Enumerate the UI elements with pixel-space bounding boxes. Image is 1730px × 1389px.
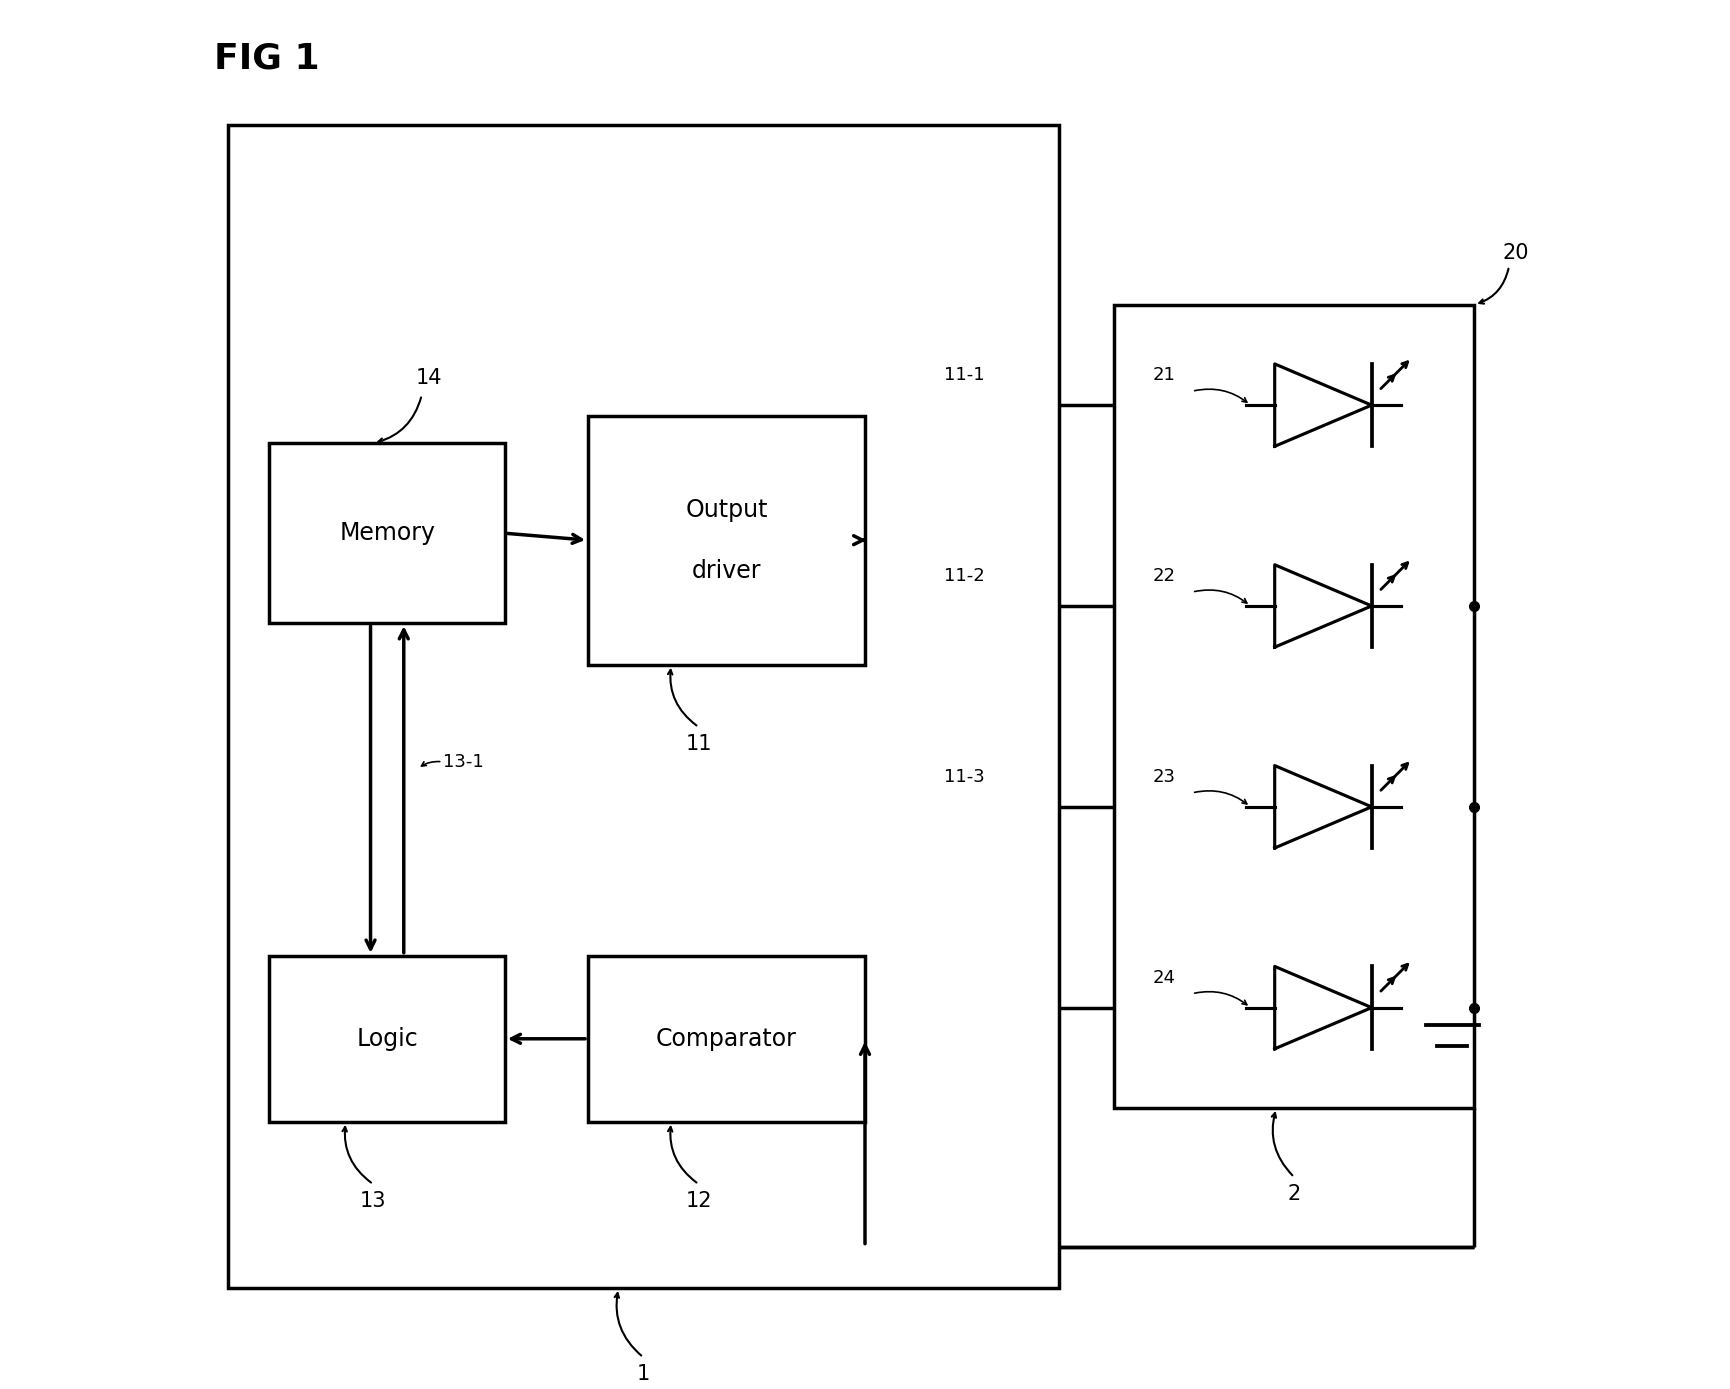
Text: 11: 11 [685,733,713,754]
Bar [588,956,865,1122]
Text: 20: 20 [1502,243,1529,263]
Text: 21: 21 [1154,367,1176,385]
Text: Memory: Memory [339,521,436,546]
Text: 13-1: 13-1 [443,753,483,771]
Text: 24: 24 [1154,970,1176,986]
Text: 11-1: 11-1 [945,367,984,385]
Bar [270,956,505,1122]
Bar [588,415,865,665]
Text: 11-3: 11-3 [945,768,984,786]
Text: 14: 14 [415,368,441,388]
Text: FIG 1: FIG 1 [215,42,320,75]
Text: 22: 22 [1154,567,1176,585]
Text: 2: 2 [1287,1185,1301,1204]
Text: 23: 23 [1154,768,1176,786]
Text: 12: 12 [685,1192,713,1211]
Text: Output: Output [685,497,768,522]
Text: 13: 13 [360,1192,386,1211]
Text: 1: 1 [637,1364,650,1385]
Text: Logic: Logic [356,1026,419,1051]
Bar [228,125,1059,1288]
Text: 11-2: 11-2 [945,567,984,585]
Text: driver: driver [692,558,761,582]
Text: Comparator: Comparator [656,1026,798,1051]
Bar [270,443,505,624]
Bar [1114,304,1474,1108]
